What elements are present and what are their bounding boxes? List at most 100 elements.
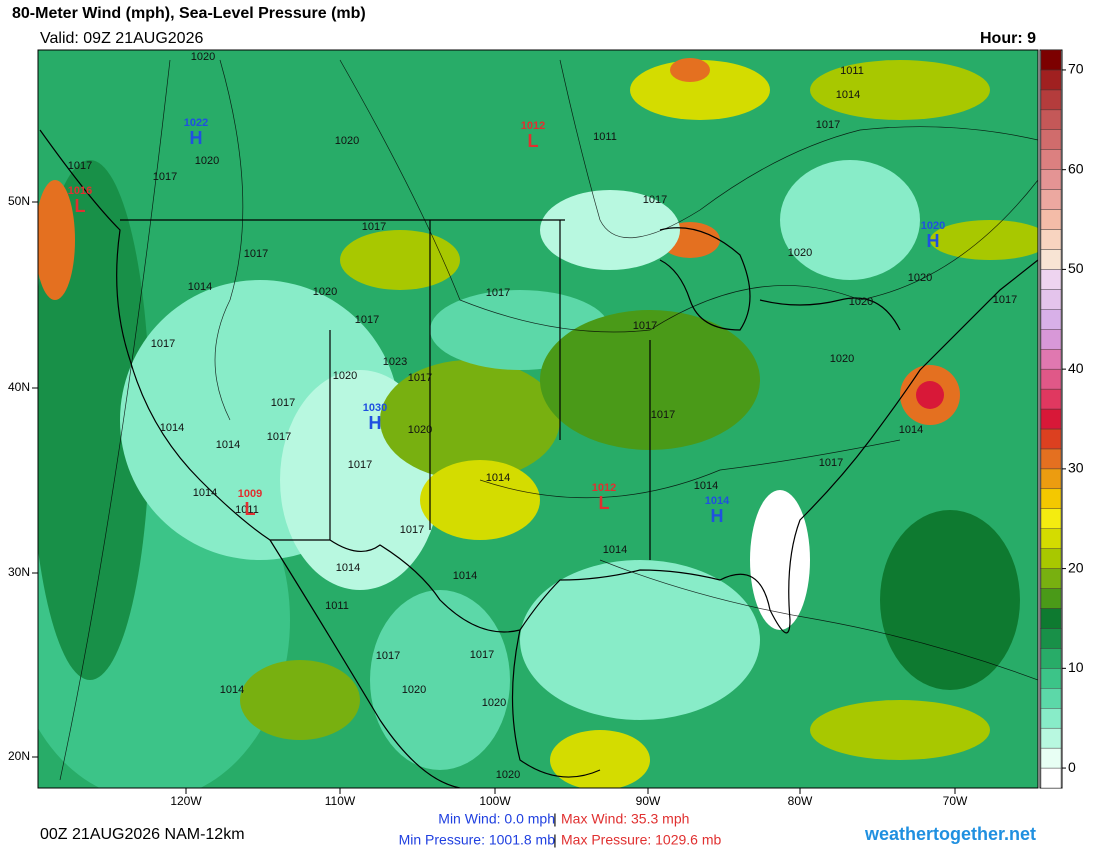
center-symbol: L xyxy=(599,493,610,513)
map xyxy=(38,50,1038,788)
model-run: 00Z 21AUG2026 NAM-12km xyxy=(40,826,245,843)
colorbar-bin xyxy=(1040,289,1062,310)
colorbar-bin xyxy=(1040,229,1062,250)
colorbar-bin xyxy=(1040,69,1062,91)
isobar-label: 1011 xyxy=(593,131,617,143)
colorbar-bin xyxy=(1040,608,1062,629)
map-frame xyxy=(37,49,1039,789)
site-name[interactable]: weathertogether.net xyxy=(864,824,1036,844)
valid-time: Valid: 09Z 21AUG2026 xyxy=(40,30,203,47)
colorbar-bin xyxy=(1040,368,1062,390)
colorbar-bin xyxy=(1040,109,1062,130)
isobar-label: 1017 xyxy=(651,409,675,421)
center-symbol: H xyxy=(190,128,203,148)
colorbar-bin xyxy=(1040,767,1062,789)
isobar-label: 1014 xyxy=(486,472,510,484)
isobar-label: 1014 xyxy=(836,89,860,101)
isobar-label: 1020 xyxy=(408,424,432,436)
isobar-label: 1017 xyxy=(244,248,268,260)
isobar-label: 1011 xyxy=(325,600,349,612)
isobar-label: 1014 xyxy=(188,281,212,293)
lon-label: 80W xyxy=(788,794,813,808)
isobar-label: 1017 xyxy=(362,221,386,233)
isobar-label: 1020 xyxy=(195,155,219,167)
colorbar-bin xyxy=(1040,329,1062,350)
center-value: 1022 xyxy=(184,117,208,129)
colorbar-bin xyxy=(1040,727,1062,749)
isobar-label: 1017 xyxy=(348,459,372,471)
isobar-label: 1020 xyxy=(482,697,506,709)
colorbar-bin xyxy=(1040,588,1062,609)
isobar-label: 1017 xyxy=(355,314,379,326)
center-symbol: H xyxy=(927,231,940,251)
min-pressure: Min Pressure: 1001.8 mb xyxy=(399,832,556,848)
isobar-label: 1011 xyxy=(235,504,259,516)
forecast-hour: Hour: 9 xyxy=(980,30,1036,47)
isobar-label: 1020 xyxy=(908,272,932,284)
isobar-label: 1017 xyxy=(153,171,177,183)
colorbar-bin xyxy=(1040,488,1062,509)
isobar-label: 1017 xyxy=(486,287,510,299)
isobar-label: 1017 xyxy=(633,320,657,332)
isobar-label: 1020 xyxy=(402,684,426,696)
max-wind: Max Wind: 35.3 mph xyxy=(561,811,689,827)
center-symbol: L xyxy=(75,196,86,216)
lat-label: 40N xyxy=(8,380,30,394)
max-pressure: Max Pressure: 1029.6 mb xyxy=(561,832,722,848)
lon-label: 90W xyxy=(636,794,661,808)
isobar-label: 1014 xyxy=(336,562,360,574)
colorbar-bin xyxy=(1040,309,1062,330)
isobar-label: 1014 xyxy=(160,422,184,434)
lat-label: 50N xyxy=(8,194,30,208)
center-symbol: L xyxy=(528,131,539,151)
colorbar-tick-label: 10 xyxy=(1068,659,1084,675)
colorbar-bin xyxy=(1040,189,1062,210)
colorbar-tick-label: 50 xyxy=(1068,260,1084,276)
colorbar-bin xyxy=(1040,628,1062,649)
isobar-label: 1020 xyxy=(849,296,873,308)
lon-label: 120W xyxy=(170,794,202,808)
isobar-label: 1017 xyxy=(68,160,92,172)
center-value: 1009 xyxy=(238,488,262,500)
colorbar-bin xyxy=(1040,747,1062,769)
colorbar-tick-label: 20 xyxy=(1068,559,1084,575)
colorbar-bin xyxy=(1040,508,1062,529)
colorbar-bin xyxy=(1040,668,1062,689)
isobar-label: 1017 xyxy=(400,524,424,536)
isobar-label: 1011 xyxy=(840,65,864,77)
center-value: 1016 xyxy=(68,185,92,197)
isobar-label: 1017 xyxy=(819,457,843,469)
isobar-label: 1014 xyxy=(694,480,718,492)
colorbar-bin xyxy=(1040,169,1062,190)
isobar-label: 1017 xyxy=(816,119,840,131)
colorbar-bin xyxy=(1040,448,1062,470)
lon-label: 110W xyxy=(325,794,356,808)
isobar-label: 1020 xyxy=(788,247,812,259)
isobar-label: 1017 xyxy=(271,397,295,409)
isobar-label: 1017 xyxy=(993,294,1017,306)
isobar-label: 1020 xyxy=(191,51,215,63)
center-symbol: H xyxy=(711,506,724,526)
isobar-label: 1017 xyxy=(267,431,291,443)
isobar-label: 1014 xyxy=(193,487,217,499)
center-value: 1014 xyxy=(705,495,730,507)
separator: | xyxy=(553,811,557,827)
colorbar-bin xyxy=(1040,388,1062,410)
center-value: 1012 xyxy=(592,482,616,494)
isobar-label: 1017 xyxy=(643,194,667,206)
isobar-label: 1014 xyxy=(453,570,477,582)
lon-label: 100W xyxy=(479,794,511,808)
isobar-label: 1020 xyxy=(333,370,357,382)
colorbar-bin xyxy=(1040,149,1062,170)
title: 80-Meter Wind (mph), Sea-Level Pressure … xyxy=(12,5,366,22)
isobar-label: 1014 xyxy=(899,424,923,436)
center-value: 1012 xyxy=(521,120,545,132)
center-symbol: H xyxy=(369,413,382,433)
colorbar-bin xyxy=(1040,648,1062,669)
colorbar-bin xyxy=(1040,468,1062,490)
colorbar-tick-label: 30 xyxy=(1068,460,1084,476)
isobar-label: 1017 xyxy=(408,372,432,384)
isobar-label: 1014 xyxy=(220,684,244,696)
